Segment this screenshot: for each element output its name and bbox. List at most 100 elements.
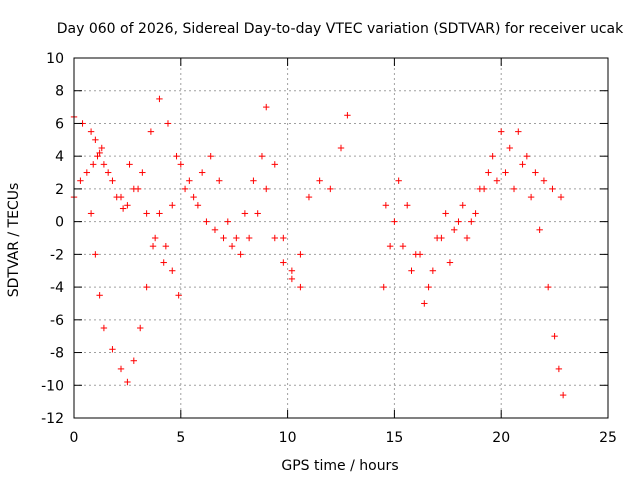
data-point xyxy=(156,95,163,103)
data-point xyxy=(87,128,95,135)
data-point xyxy=(143,283,150,291)
data-point xyxy=(216,177,223,184)
y-tick-label: -6 xyxy=(50,313,64,329)
data-point xyxy=(164,120,172,127)
x-tick-label: 15 xyxy=(385,430,403,446)
data-point xyxy=(220,234,227,242)
grid xyxy=(74,58,608,418)
data-point xyxy=(143,210,150,217)
series-dip-branch xyxy=(87,210,182,386)
data-point xyxy=(100,324,108,332)
x-tick-label: 25 xyxy=(599,430,617,446)
data-point xyxy=(555,365,563,373)
data-point xyxy=(109,346,116,353)
data-point xyxy=(151,234,159,242)
x-tick-label: 20 xyxy=(492,430,510,446)
data-point xyxy=(288,267,296,274)
data-point xyxy=(177,161,184,168)
y-tick-label: 4 xyxy=(55,149,64,165)
data-point xyxy=(124,202,131,209)
data-point xyxy=(498,128,505,135)
data-point xyxy=(305,193,313,201)
x-tick-labels: 0 5 10 15 20 25 xyxy=(70,430,617,446)
y-tick-label: 10 xyxy=(46,51,64,67)
data-point xyxy=(519,161,526,168)
data-point xyxy=(117,365,125,373)
data-point xyxy=(90,161,97,168)
data-point xyxy=(288,275,296,283)
data-point xyxy=(549,185,556,193)
data-point xyxy=(119,205,127,212)
data-point xyxy=(536,226,543,234)
data-point xyxy=(245,234,253,242)
data-point xyxy=(224,218,231,225)
data-point xyxy=(559,391,567,399)
data-point xyxy=(382,202,390,209)
data-point xyxy=(263,103,270,111)
data-point xyxy=(425,283,432,291)
series-trend-b xyxy=(70,144,304,283)
data-point xyxy=(327,185,334,193)
data-point xyxy=(160,259,167,266)
y-tick-label: -4 xyxy=(50,280,64,296)
data-point xyxy=(169,267,176,274)
data-point xyxy=(211,226,219,234)
data-point xyxy=(280,259,287,266)
series-trend-d xyxy=(382,161,567,399)
data-point xyxy=(386,242,394,250)
data-point xyxy=(455,218,462,225)
data-point xyxy=(228,242,236,250)
data-point xyxy=(271,234,278,242)
data-point xyxy=(344,112,351,119)
y-tick-label: 8 xyxy=(55,84,64,100)
data-point xyxy=(280,234,287,242)
data-point xyxy=(137,324,144,332)
data-point xyxy=(510,185,518,193)
data-point xyxy=(250,177,257,184)
data-point xyxy=(162,242,170,250)
data-point xyxy=(96,292,103,299)
data-point xyxy=(446,259,454,266)
data-point xyxy=(408,267,415,274)
tick-marks xyxy=(73,57,609,419)
data-point xyxy=(124,378,131,386)
data-point xyxy=(527,193,535,201)
y-tick-label: -12 xyxy=(41,411,64,427)
chart-title: Day 060 of 2026, Sidereal Day-to-day VTE… xyxy=(57,21,624,37)
data-point xyxy=(297,251,304,258)
data-point xyxy=(109,177,116,184)
y-tick-label: -10 xyxy=(41,378,64,394)
data-point xyxy=(92,136,99,144)
data-point xyxy=(113,193,120,201)
data-point xyxy=(523,152,531,160)
data-point xyxy=(515,128,522,135)
data-point xyxy=(476,185,484,193)
data-point xyxy=(149,242,157,250)
data-point xyxy=(395,177,402,184)
data-point xyxy=(380,283,387,291)
x-tick-label: 0 xyxy=(70,430,79,446)
data-point xyxy=(502,169,509,176)
data-point xyxy=(451,226,458,234)
data-point xyxy=(169,202,176,209)
data-point xyxy=(263,185,270,193)
data-point xyxy=(472,210,479,217)
data-point xyxy=(175,292,182,299)
data-point xyxy=(104,169,112,176)
data-point xyxy=(258,152,266,160)
y-tick-label: -8 xyxy=(50,346,64,362)
data-point xyxy=(421,300,428,307)
data-point xyxy=(489,152,496,160)
data-point xyxy=(77,177,84,184)
data-point xyxy=(463,234,471,242)
data-point xyxy=(540,177,548,184)
data-point xyxy=(337,144,345,152)
data-point xyxy=(173,152,180,160)
data-point xyxy=(96,149,103,157)
data-point xyxy=(190,193,197,201)
data-point xyxy=(186,177,193,184)
y-tick-labels: -12 -10 -8 -6 -4 -2 0 2 4 6 8 10 xyxy=(41,51,64,427)
data-point xyxy=(181,185,189,193)
data-point xyxy=(194,202,202,209)
